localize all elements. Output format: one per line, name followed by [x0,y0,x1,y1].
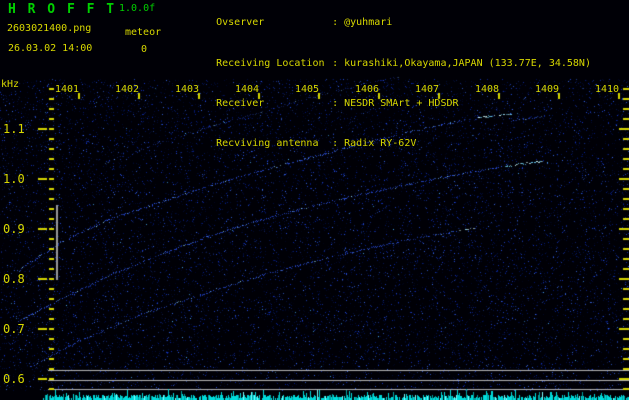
info-row-receiver: Receiver: NESDR SMArt + HDSDR [180,83,591,123]
time-tick-label: 1410 [594,84,620,95]
freq-tick-label: 1.0 [3,172,25,186]
info-label: Receiver [216,97,265,109]
info-separator: : [332,97,339,109]
freq-tick-label: 0.8 [3,272,25,286]
time-tick-label: 1407 [414,84,440,95]
station-info-panel: Ovserver: @yuhmari Receiving Location: kur… [180,3,591,164]
info-value: NESDR SMArt + HDSDR [344,97,459,109]
info-label: Receiving Location [216,57,325,69]
freq-unit-label: kHz [1,79,20,90]
info-separator: : [332,138,339,150]
time-tick-label: 1405 [294,84,320,95]
info-value: Radix RY-62V [344,138,417,150]
app-version: 1.0.0f [119,3,156,14]
info-value: kurashiki,Okayama,JAPAN (133.77E, 34.58N… [344,57,591,69]
meteor-counter-label: meteor [125,27,162,38]
meteor-counter-value: 0 [141,44,148,55]
info-row-antenna: Recviving antenna: Radix RY-62V [180,124,591,164]
time-tick-label: 1402 [114,84,140,95]
app-title: H R O F F T [8,2,117,17]
time-tick-label: 1401 [54,84,80,95]
info-row-observer: Ovserver: @yuhmari [180,3,591,43]
output-filename: 2603021400.png [7,23,92,34]
info-value: @yuhmari [344,17,393,29]
time-tick-label: 1409 [534,84,560,95]
time-tick-label: 1406 [354,84,380,95]
freq-tick-label: 0.6 [3,372,25,386]
info-row-location: Receiving Location: kurashiki,Okayama,JAP… [180,43,591,83]
freq-tick-label: 0.9 [3,222,25,236]
observation-datetime: 26.03.02 14:00 [8,43,93,54]
time-tick-label: 1408 [474,84,500,95]
info-separator: : [332,57,339,69]
info-separator: : [332,17,339,29]
info-label: Ovserver [216,17,265,29]
freq-tick-label: 1.1 [3,122,25,136]
time-tick-label: 1404 [234,84,260,95]
info-label: Recviving antenna [216,138,319,150]
time-tick-label: 1403 [174,84,200,95]
freq-tick-label: 0.7 [3,322,25,336]
